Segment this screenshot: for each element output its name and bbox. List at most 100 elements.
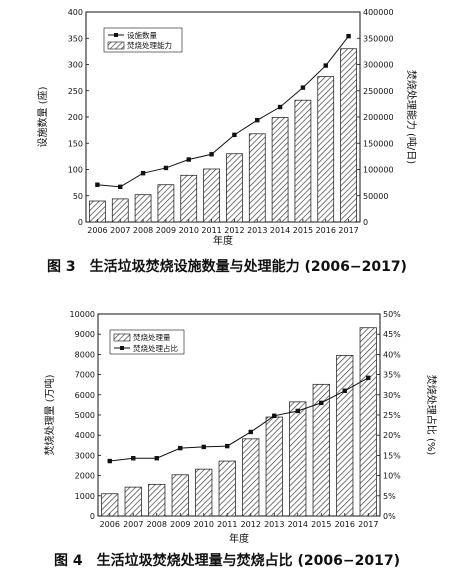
x-tick-label: 2017	[338, 226, 358, 235]
y-axis-left-label: 焚烧处理量 (万吨)	[43, 374, 56, 455]
line-point-2016	[342, 388, 347, 393]
x-tick-label: 2013	[247, 226, 267, 235]
y-left-tick-label: 8000	[75, 350, 95, 359]
y-right-tick-label: 40%	[383, 350, 401, 359]
line-point-2010	[186, 157, 191, 162]
y-left-tick-label: 4000	[75, 431, 95, 440]
y-left-tick-label: 2000	[75, 472, 95, 481]
y-left-tick-label: 3000	[75, 451, 95, 460]
y-left-tick-label: 150	[68, 139, 83, 148]
x-tick-label: 2008	[147, 520, 167, 529]
y-left-tick-label: 350	[68, 34, 83, 43]
bar-2012	[226, 153, 243, 223]
bar-2006	[89, 200, 106, 223]
y-left-tick-label: 200	[68, 113, 83, 122]
x-tick-label: 2013	[264, 520, 284, 529]
y-axis-right-label: 焚烧处理占比 (%)	[425, 375, 438, 456]
y-right-tick-label: 200000	[363, 113, 394, 122]
bar-2014	[271, 117, 289, 223]
y-left-tick-label: 50	[73, 192, 83, 201]
legend-series-2: 焚烧处理占比	[133, 343, 178, 353]
y-right-tick-label: 400000	[363, 8, 394, 17]
y-right-tick-label: 100000	[363, 166, 394, 175]
line-point-2013	[272, 413, 277, 419]
line-point-2010	[201, 444, 206, 450]
bar-2008	[148, 483, 166, 517]
legend-square-marker	[114, 33, 118, 37]
line-point-2007	[118, 184, 123, 190]
bar-2016	[336, 355, 354, 517]
y-left-tick-label: 0	[78, 218, 83, 227]
y-right-tick-label: 150000	[363, 139, 394, 148]
y-axis-left-label: 设施数量 (座)	[36, 86, 49, 147]
bar-2014	[289, 401, 307, 517]
legend-hatch-swatch	[113, 333, 131, 342]
bar-2015	[294, 99, 312, 223]
x-tick-label: 2010	[194, 520, 214, 529]
bar-2009	[171, 474, 189, 517]
x-tick-label: 2012	[224, 226, 244, 235]
legend-series-1: 设施数量	[127, 30, 157, 40]
y-right-tick-label: 10%	[383, 472, 401, 481]
x-tick-label: 2016	[316, 226, 336, 235]
x-tick-label: 2016	[335, 520, 355, 529]
x-tick-label: 2006	[87, 226, 107, 235]
x-tick-label: 2010	[179, 226, 199, 235]
line-point-2012	[248, 429, 253, 435]
y-right-tick-label: 350000	[363, 34, 394, 43]
bar-2008	[134, 194, 152, 223]
x-tick-label: 2011	[201, 226, 221, 235]
y-right-tick-label: 35%	[383, 371, 401, 380]
chart-incineration-volume-share: 2006 2007 2008 2009 2010 2011 2012 2013 2014 2015…	[43, 310, 438, 545]
bar-2011	[203, 168, 220, 223]
x-tick-label: 2015	[293, 226, 313, 235]
y-right-tick-label: 50000	[363, 192, 388, 201]
x-tick-label: 2006	[100, 520, 120, 529]
y-left-tick-label: 300	[68, 61, 83, 70]
legend-series-2: 焚烧处理能力	[127, 40, 172, 50]
bar-2016	[317, 76, 335, 223]
legend-square-marker	[120, 346, 124, 350]
x-axis-label: 年度	[213, 234, 233, 247]
bar-2007	[111, 198, 129, 223]
x-tick-label: 2007	[123, 520, 143, 529]
line-point-2016	[323, 63, 328, 68]
bar-2017	[359, 327, 377, 517]
x-tick-label: 2008	[133, 226, 153, 235]
y-right-tick-label: 50%	[383, 310, 401, 319]
series-line	[109, 377, 369, 462]
bar-2010	[180, 174, 198, 223]
y-right-tick-label: 30%	[383, 391, 401, 400]
y-right-tick-label: 5%	[383, 492, 396, 501]
x-tick-label: 2017	[358, 520, 378, 529]
line-point-2006	[95, 182, 100, 187]
bar-2017	[340, 48, 357, 223]
y-left-tick-label: 10000	[70, 310, 95, 319]
y-left-tick-label: 6000	[75, 391, 95, 400]
line-point-2013	[255, 117, 260, 123]
line-point-2017	[366, 375, 371, 381]
y-left-tick-label: 1000	[75, 492, 95, 501]
line-point-2006	[107, 458, 112, 464]
y-right-tick-label: 20%	[383, 431, 401, 440]
x-tick-label: 2009	[156, 226, 176, 235]
figure-caption-4: 图 4 生活垃圾焚烧处理量与焚烧占比 (2006−2017)	[54, 553, 400, 569]
bar-2006	[101, 493, 119, 517]
line-point-2017	[346, 33, 351, 39]
x-axis-label: 年度	[229, 532, 249, 545]
y-right-tick-label: 0	[363, 218, 368, 227]
y-right-tick-label: 15%	[383, 451, 401, 460]
y-left-tick-label: 400	[68, 8, 83, 17]
x-tick-label: 2009	[170, 520, 190, 529]
figure-caption-3: 图 3 生活垃圾焚烧设施数量与处理能力 (2006−2017)	[47, 259, 407, 275]
bar-2010	[195, 468, 213, 517]
y-left-tick-label: 100	[68, 166, 83, 175]
x-tick-label: 2012	[241, 520, 261, 529]
y-right-tick-label: 45%	[383, 330, 401, 339]
line-point-2011	[209, 152, 214, 157]
x-tick-label: 2007	[110, 226, 130, 235]
line-point-2009	[163, 165, 169, 171]
legend: 焚烧处理量 焚烧处理占比	[109, 329, 185, 355]
bar-2007	[124, 486, 142, 517]
chart-facility-capacity: 2006 2007 2008 2009 2010 2011 2012 2013 2014 2015…	[36, 8, 418, 247]
